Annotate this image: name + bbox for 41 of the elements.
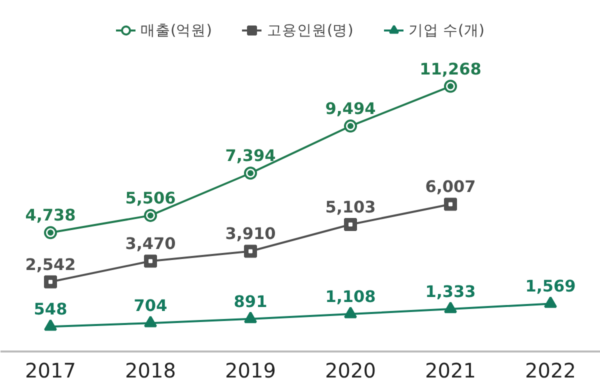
point [444, 80, 457, 93]
x-tick-label: 2021 [425, 358, 476, 380]
data-label: 5,103 [325, 197, 376, 216]
point [144, 316, 157, 328]
legend-label: 기업 수(개) [408, 20, 484, 40]
point [244, 244, 257, 258]
data-label: 548 [34, 300, 68, 319]
data-label: 2,542 [25, 254, 76, 274]
point [44, 226, 57, 240]
data-label: 1,333 [425, 282, 476, 301]
x-tick-label: 2017 [25, 358, 76, 380]
point [344, 218, 357, 231]
point [44, 275, 57, 288]
data-label: 1,108 [325, 287, 376, 306]
data-label: 7,394 [225, 146, 276, 166]
point [544, 296, 557, 308]
data-label: 9,494 [325, 99, 376, 118]
point [444, 198, 457, 211]
data-label: 891 [234, 292, 268, 311]
data-label: 6,007 [425, 177, 476, 196]
x-tick-label: 2019 [225, 358, 276, 380]
data-label: 4,738 [25, 206, 76, 225]
data-label: 3,470 [125, 234, 176, 254]
point [344, 120, 357, 133]
data-label: 11,268 [420, 59, 482, 78]
point [444, 302, 457, 314]
x-tick-label: 2018 [125, 358, 176, 380]
point [244, 312, 257, 324]
data-label: 5,506 [125, 188, 176, 208]
point [44, 319, 57, 331]
point [344, 306, 357, 318]
data-label: 704 [134, 296, 168, 316]
point [144, 208, 157, 222]
point [144, 254, 157, 268]
point [244, 166, 257, 180]
legend-label: 매출(억원) [140, 20, 212, 40]
x-tick-label: 2020 [325, 358, 376, 380]
data-label: 1,569 [525, 276, 576, 296]
legend-label: 고용인원(명) [266, 20, 354, 40]
x-tick-label: 2022 [525, 358, 576, 380]
data-label: 3,910 [225, 224, 276, 244]
